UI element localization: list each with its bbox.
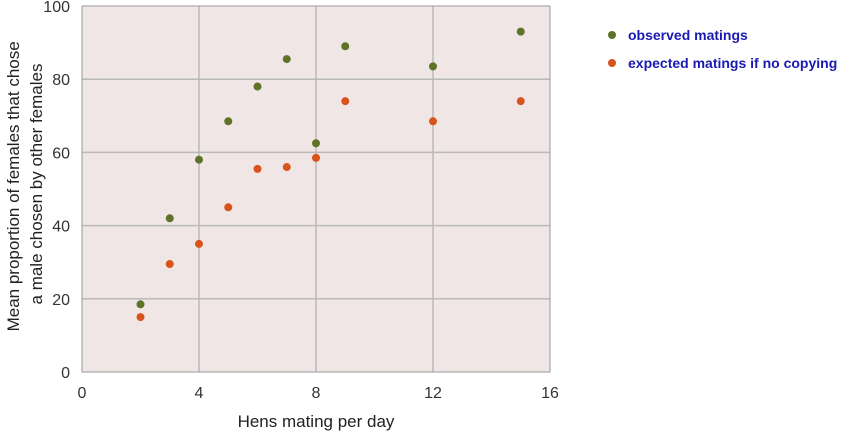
plot-frame	[81, 5, 551, 373]
y-axis-title-line-1: Mean proportion of females that chose	[4, 41, 23, 331]
y-tick-label: 40	[52, 219, 70, 236]
x-tick-label: 16	[541, 385, 559, 402]
y-axis-title-line-2: a male chosen by other females	[27, 64, 46, 305]
x-tick-label: 12	[424, 385, 442, 402]
data-point-observed	[224, 117, 233, 126]
legend-label: expected matings if no copying	[628, 55, 837, 71]
data-point-observed	[136, 300, 145, 309]
x-tick-label: 4	[195, 385, 204, 402]
data-point-expected	[282, 163, 291, 172]
y-tick-label: 60	[52, 145, 70, 162]
data-point-observed	[165, 214, 174, 223]
legend-marker	[608, 59, 616, 67]
data-point-expected	[165, 260, 174, 269]
data-point-observed	[282, 55, 291, 64]
data-point-observed	[516, 27, 525, 36]
data-point-observed	[312, 139, 320, 148]
y-axis-title: Mean proportion of females that chose a …	[4, 37, 46, 332]
data-point-observed	[195, 155, 203, 164]
data-point-observed	[253, 82, 262, 91]
data-point-expected	[312, 153, 320, 162]
data-point-observed	[429, 62, 437, 71]
x-tick-labels: 0 4 8 12 16	[78, 385, 559, 402]
data-point-expected	[224, 203, 233, 212]
data-point-expected	[195, 239, 203, 248]
legend: observed matings expected matings if no c…	[608, 27, 837, 71]
x-axis-title: Hens mating per day	[238, 412, 395, 431]
data-point-expected	[341, 97, 350, 106]
data-point-expected	[253, 164, 262, 173]
y-tick-label: 80	[52, 72, 70, 89]
y-tick-labels: 0 20 40 60 80 100	[43, 0, 70, 382]
y-tick-label: 100	[43, 0, 70, 16]
data-point-expected	[136, 313, 145, 322]
x-tick-label: 8	[312, 385, 321, 402]
data-point-observed	[341, 42, 350, 51]
data-point-expected	[429, 117, 437, 126]
legend-marker	[608, 31, 616, 39]
x-tick-label: 0	[78, 385, 87, 402]
data-point-expected	[516, 97, 525, 106]
y-tick-label: 20	[52, 292, 70, 309]
data-points	[136, 27, 525, 322]
y-tick-label: 0	[61, 365, 70, 382]
legend-label: observed matings	[628, 27, 748, 43]
